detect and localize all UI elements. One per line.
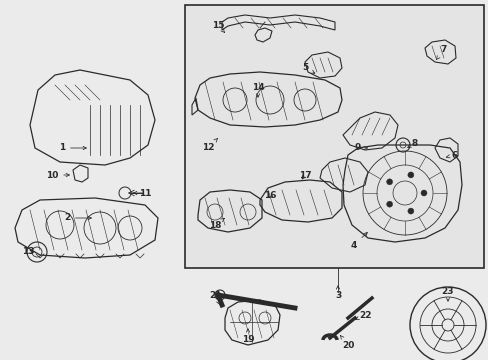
Text: 10: 10: [46, 171, 69, 180]
Text: 6: 6: [446, 150, 457, 159]
Text: 2: 2: [64, 213, 91, 222]
Circle shape: [420, 190, 426, 196]
Circle shape: [386, 179, 392, 185]
Circle shape: [407, 208, 413, 214]
Text: 1: 1: [59, 144, 86, 153]
Text: 19: 19: [241, 329, 254, 345]
Text: 22: 22: [355, 310, 370, 320]
Text: 5: 5: [301, 63, 314, 73]
Text: 7: 7: [435, 45, 446, 59]
Text: 9: 9: [354, 144, 366, 153]
Text: 8: 8: [407, 139, 417, 148]
Text: 18: 18: [208, 219, 224, 230]
Text: 16: 16: [263, 190, 276, 199]
Text: 11: 11: [133, 189, 151, 198]
Text: 20: 20: [340, 336, 353, 350]
Text: 14: 14: [251, 84, 264, 97]
Circle shape: [386, 201, 392, 207]
Text: 23: 23: [441, 288, 453, 301]
Bar: [184, 5, 483, 268]
Text: 13: 13: [21, 248, 34, 256]
Circle shape: [407, 172, 413, 178]
Text: 12: 12: [202, 139, 217, 153]
Text: 21: 21: [208, 291, 221, 305]
Text: 3: 3: [334, 286, 341, 300]
Text: 17: 17: [298, 171, 311, 180]
Text: 4: 4: [350, 233, 366, 249]
Text: 15: 15: [211, 21, 224, 32]
